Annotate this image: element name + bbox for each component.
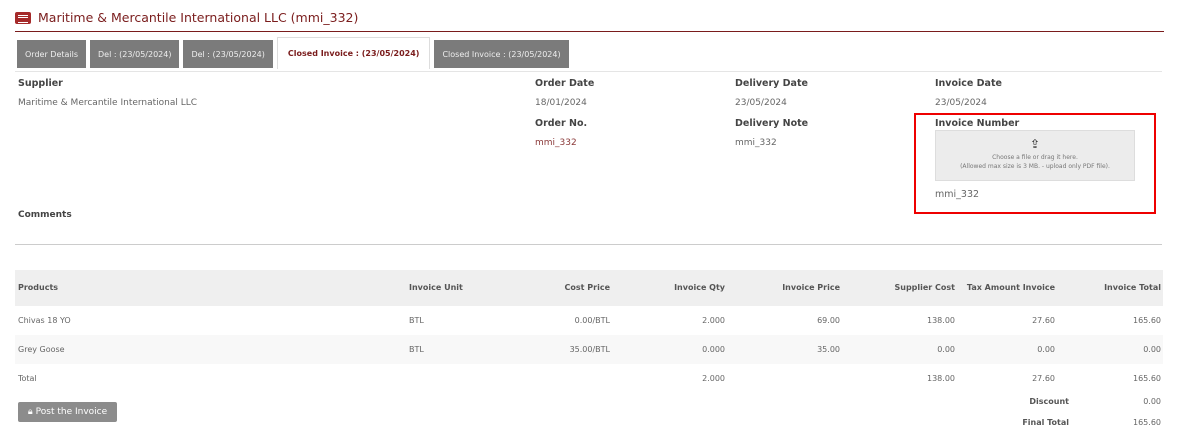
upload-icon: ⇪ [1029,137,1041,151]
file-upload-dropzone[interactable]: ⇪ Choose a file or drag it here. (Allowe… [935,130,1135,181]
order-date-value: 18/01/2024 [535,98,587,108]
table-cell: 69.00 [817,316,840,325]
table-cell [727,364,842,393]
table-cell: 0.00 [957,335,1060,364]
delivery-date-value: 23/05/2024 [735,98,787,108]
table-header-row: Products Invoice Unit Cost Price Invoice Qt… [15,270,1163,306]
final-total-label: Final Total [1022,418,1069,427]
table-cell: 27.60 [1032,316,1055,325]
supplier-label: Supplier [18,78,63,89]
table-cell: Grey Goose [15,335,405,364]
order-no-label: Order No. [535,118,588,129]
table-cell: 0.00 [1060,335,1163,364]
delivery-note-value: mmi_332 [735,138,777,148]
delivery-date-label: Delivery Date [735,78,808,89]
table-cell [405,364,510,393]
table-cell: BTL [409,316,424,325]
post-invoice-button[interactable]: 🔒︎ Post the Invoice [18,402,117,422]
column-header: Invoice Qty [612,270,727,306]
table-cell: BTL [405,335,510,364]
table-cell: 138.00 [927,316,955,325]
invoice-table: Products Invoice Unit Cost Price Invoice Qt… [15,270,1163,393]
table-cell: 35.00 [727,335,842,364]
table-cell: 0.000 [612,335,727,364]
table-cell: 138.00 [927,374,955,383]
table-cell: Total [18,374,37,383]
title-divider [15,31,1164,32]
tab-divider [15,71,1162,72]
tab-closed-invoice-2[interactable]: Closed Invoice : (23/05/2024) [434,40,569,68]
column-header: Cost Price [510,270,612,306]
lock-icon: 🔒︎ [27,407,33,417]
table-cell: 0.00/BTL [574,316,610,325]
final-total-value: 165.60 [1133,418,1161,427]
tab-bar: Order Details Del : (23/05/2024) Del : (… [17,37,569,69]
order-no-value: mmi_332 [535,138,577,148]
tab-closed-invoice-1[interactable]: Closed Invoice : (23/05/2024) [276,37,431,69]
page-title: Maritime & Mercantile International LLC … [15,10,358,25]
table-cell: Chivas 18 YO [18,316,71,325]
column-header: Products [15,270,405,306]
column-header: Invoice Unit [405,270,510,306]
table-cell [510,364,612,393]
discount-label: Discount [1029,397,1069,406]
table-row: Chivas 18 YO BTL 0.00/BTL 2.000 69.00 138.00 2… [15,306,1163,335]
tab-delivery-1[interactable]: Del : (23/05/2024) [90,40,180,68]
delivery-note-label: Delivery Note [735,118,809,129]
table-cell: 2.000 [702,374,725,383]
upload-hint: Choose a file or drag it here. [992,154,1078,161]
column-header: Invoice Total [1060,270,1163,306]
table-cell: 35.00/BTL [510,335,612,364]
column-header: Supplier Cost [842,270,957,306]
tab-order-details[interactable]: Order Details [17,40,87,68]
list-icon [15,11,31,24]
total-row: Total 2.000 138.00 27.60 165.60 [15,364,1163,393]
table-row: Grey Goose BTL 35.00/BTL 0.000 35.00 0.00 0.00… [15,335,1163,364]
invoice-number-highlight [914,113,1156,214]
table-cell: 2.000 [702,316,725,325]
column-header: Tax Amount Invoice [957,270,1060,306]
table-cell: 27.60 [1032,374,1055,383]
column-header: Invoice Price [727,270,842,306]
invoice-date-label: Invoice Date [935,78,1002,89]
tab-delivery-2[interactable]: Del : (23/05/2024) [183,40,273,68]
order-date-label: Order Date [535,78,595,89]
table-cell: 165.60 [1133,316,1161,325]
discount-value: 0.00 [1143,397,1161,406]
invoice-date-value: 23/05/2024 [935,98,987,108]
supplier-value: Maritime & Mercantile International LLC [18,98,198,108]
table-cell: 0.00 [842,335,957,364]
upload-limits: (Allowed max size is 3 MB. - upload only… [960,163,1110,170]
comments-divider [15,244,1162,245]
invoice-number-label: Invoice Number [935,118,1020,129]
table-cell: 165.60 [1133,374,1161,383]
invoice-number-value: mmi_332 [935,189,980,200]
comments-label: Comments [18,210,72,220]
